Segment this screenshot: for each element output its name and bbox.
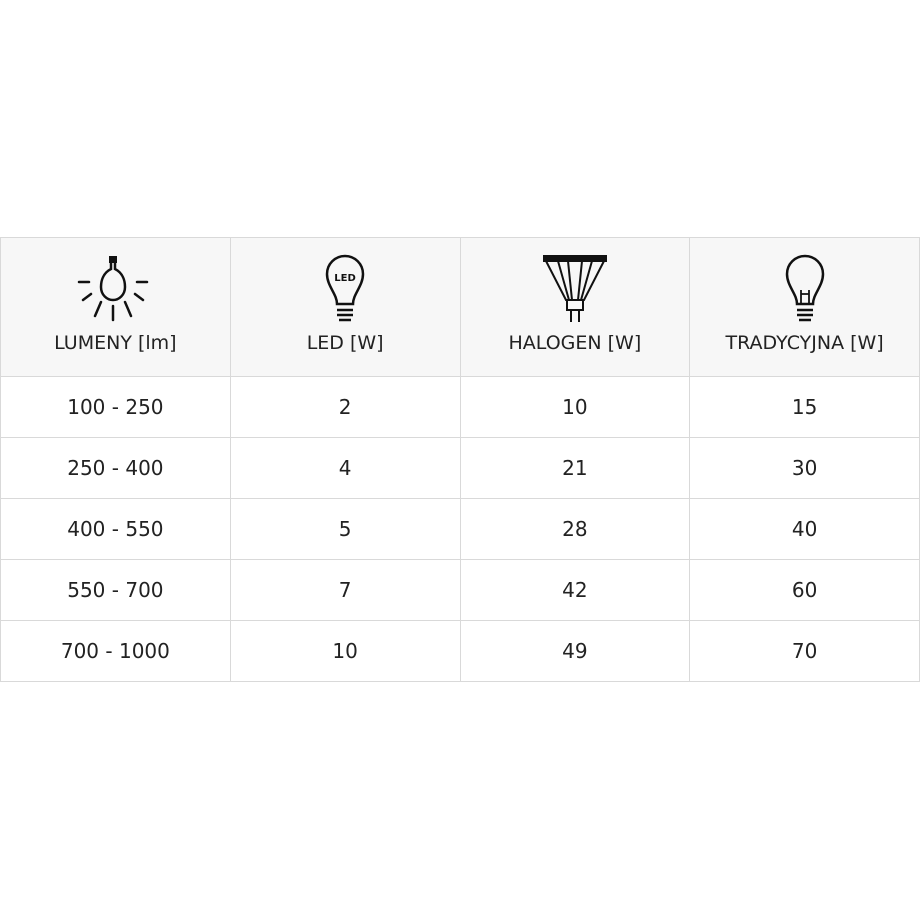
cell-led: 10 bbox=[229, 620, 461, 682]
cell-traditional: 60 bbox=[689, 559, 920, 621]
cell-halogen: 42 bbox=[459, 559, 691, 621]
cell-lumens: 250 - 400 bbox=[0, 437, 231, 499]
cell-led: 4 bbox=[229, 437, 461, 499]
cell-lumens: 100 - 250 bbox=[0, 376, 231, 438]
svg-text:LED: LED bbox=[334, 273, 356, 284]
cell-traditional: 30 bbox=[689, 437, 920, 499]
header-label: LED [W] bbox=[306, 332, 384, 354]
table-row: 100 - 250 2 10 15 bbox=[0, 376, 920, 438]
cell-halogen: 10 bbox=[459, 376, 691, 438]
cell-led: 2 bbox=[229, 376, 461, 438]
header-halogen: HALOGEN [W] bbox=[459, 237, 691, 377]
cell-halogen: 49 bbox=[459, 620, 691, 682]
light-rays-bulb-icon bbox=[78, 256, 149, 322]
led-bulb-icon: LED bbox=[325, 254, 365, 322]
header-label: LUMENY [lm] bbox=[54, 332, 177, 354]
wattage-comparison-table: LUMENY [lm] LED LED [W] HALOGEN [ bbox=[0, 237, 920, 682]
table-row: 400 - 550 5 28 40 bbox=[0, 498, 920, 560]
header-label: HALOGEN [W] bbox=[508, 332, 642, 354]
cell-lumens: 550 - 700 bbox=[0, 559, 231, 621]
cell-led: 5 bbox=[229, 498, 461, 560]
header-led: LED LED [W] bbox=[229, 237, 461, 377]
incandescent-bulb-icon bbox=[785, 254, 824, 322]
cell-traditional: 15 bbox=[689, 376, 920, 438]
cell-lumens: 400 - 550 bbox=[0, 498, 231, 560]
cell-lumens: 700 - 1000 bbox=[0, 620, 231, 682]
halogen-spot-icon bbox=[542, 255, 607, 322]
header-label: TRADYCYJNA [W] bbox=[725, 332, 884, 354]
header-row: LUMENY [lm] LED LED [W] HALOGEN [ bbox=[0, 237, 920, 377]
cell-traditional: 70 bbox=[689, 620, 920, 682]
header-lumens: LUMENY [lm] bbox=[0, 237, 231, 377]
table-row: 700 - 1000 10 49 70 bbox=[0, 620, 920, 682]
cell-led: 7 bbox=[229, 559, 461, 621]
cell-halogen: 28 bbox=[459, 498, 691, 560]
cell-halogen: 21 bbox=[459, 437, 691, 499]
header-traditional: TRADYCYJNA [W] bbox=[689, 237, 920, 377]
table-row: 550 - 700 7 42 60 bbox=[0, 559, 920, 621]
table-row: 250 - 400 4 21 30 bbox=[0, 437, 920, 499]
cell-traditional: 40 bbox=[689, 498, 920, 560]
